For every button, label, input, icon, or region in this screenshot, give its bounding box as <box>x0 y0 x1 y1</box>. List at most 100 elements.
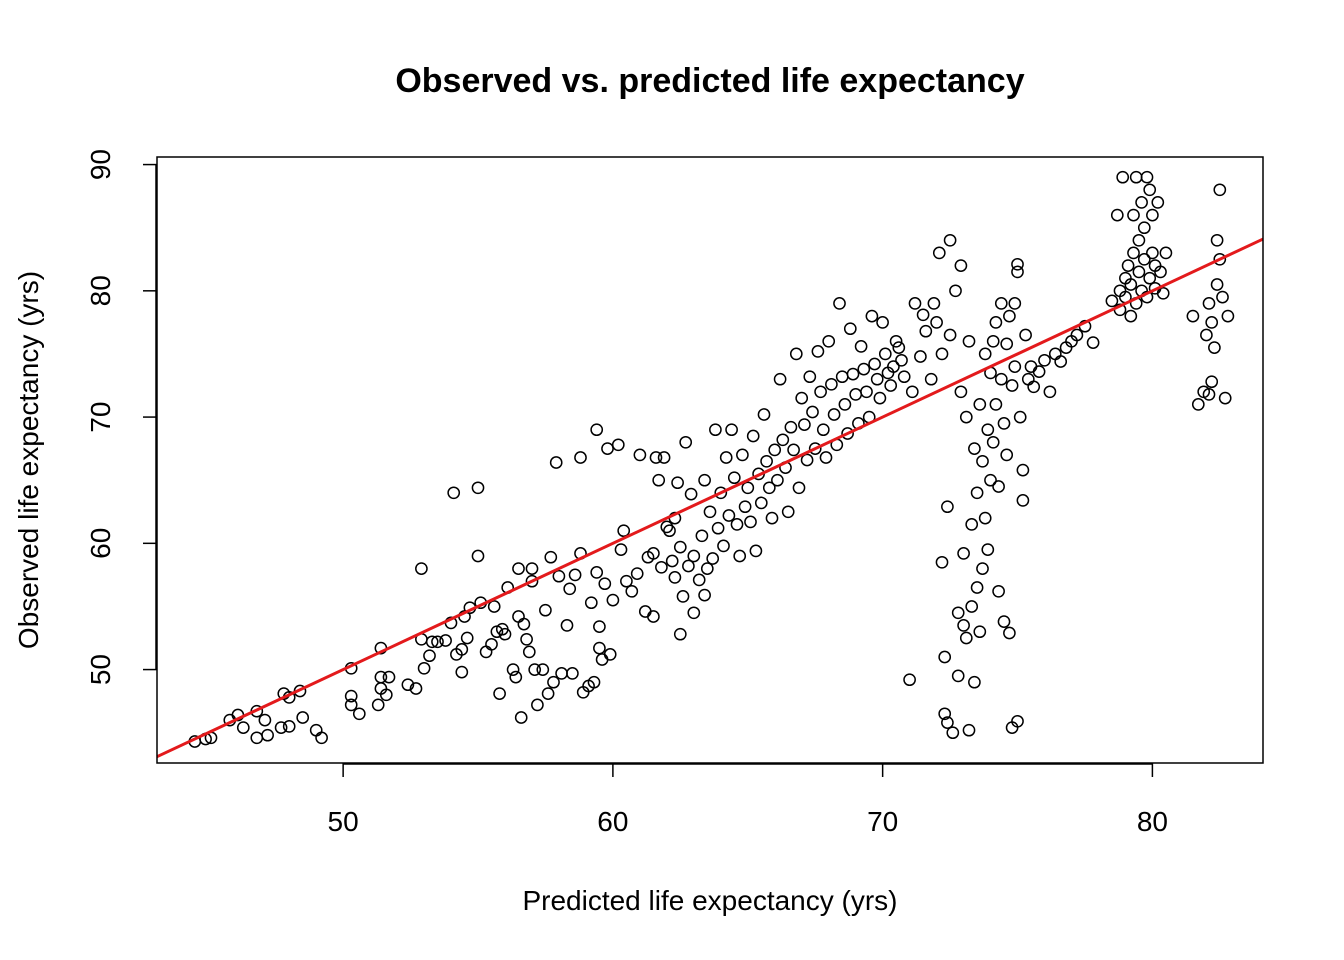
data-point <box>1000 448 1014 462</box>
data-point <box>1132 233 1146 247</box>
data-point <box>1070 328 1084 342</box>
data-point <box>439 634 452 647</box>
data-point <box>1110 208 1124 222</box>
data-point <box>1005 379 1019 392</box>
data-point <box>1121 259 1135 272</box>
data-point <box>528 663 542 676</box>
data-point <box>258 713 272 727</box>
data-point <box>876 316 889 329</box>
data-point <box>962 334 976 348</box>
data-point <box>941 716 954 729</box>
data-point <box>379 688 393 702</box>
data-point <box>687 606 701 620</box>
data-point <box>943 233 957 247</box>
data-point <box>344 698 358 712</box>
data-point <box>873 391 887 405</box>
data-point <box>382 670 396 684</box>
data-point <box>868 357 881 371</box>
data-point <box>919 324 933 338</box>
data-point <box>684 487 698 501</box>
data-point <box>719 451 733 464</box>
data-point <box>835 370 849 384</box>
data-point <box>773 372 787 386</box>
data-point <box>997 615 1011 628</box>
data-point <box>517 617 531 631</box>
data-point <box>455 665 469 679</box>
data-point <box>744 515 757 529</box>
data-point <box>587 675 601 689</box>
data-point <box>846 367 860 381</box>
data-point <box>1000 337 1014 351</box>
data-point <box>986 435 1000 449</box>
plot-frame <box>156 156 1264 764</box>
data-point <box>800 453 814 467</box>
data-point <box>687 549 701 563</box>
data-point <box>976 562 989 575</box>
data-point <box>679 435 693 449</box>
data-point <box>914 350 927 363</box>
data-point <box>549 456 563 469</box>
data-point <box>822 334 836 348</box>
data-point <box>647 610 660 623</box>
data-point <box>749 544 763 558</box>
data-point <box>978 511 992 525</box>
data-point <box>673 627 687 641</box>
data-point <box>560 619 574 632</box>
data-point <box>647 547 660 560</box>
data-point <box>1154 265 1167 279</box>
data-point <box>857 362 871 376</box>
data-point <box>803 370 817 384</box>
data-point <box>1143 271 1157 285</box>
data-point <box>1048 347 1062 361</box>
data-point <box>984 473 997 487</box>
data-point <box>849 388 863 401</box>
data-point <box>1135 196 1148 209</box>
data-point <box>652 473 666 487</box>
data-point <box>1210 278 1224 291</box>
data-point <box>617 524 631 538</box>
data-point <box>309 723 323 737</box>
data-point <box>1205 316 1219 329</box>
data-point <box>630 567 644 580</box>
data-point <box>1054 355 1068 368</box>
data-point <box>614 543 628 556</box>
data-point <box>776 433 790 447</box>
data-point <box>994 372 1008 386</box>
data-point <box>997 417 1011 430</box>
data-point <box>1003 309 1016 323</box>
data-point <box>601 442 614 455</box>
data-point <box>711 521 725 535</box>
data-point <box>590 423 604 437</box>
data-point <box>1191 398 1205 411</box>
chart-title: Observed vs. predicted life expectancy <box>395 62 1024 100</box>
data-point <box>633 448 647 462</box>
data-point <box>598 577 612 591</box>
data-point <box>471 549 485 563</box>
data-point <box>1024 360 1038 373</box>
y-tick-label: 60 <box>85 528 116 559</box>
data-point <box>506 663 520 676</box>
data-point <box>938 707 952 721</box>
data-point <box>593 620 606 633</box>
y-axis-label: Observed life expectancy (yrs) <box>13 271 44 649</box>
data-point <box>736 448 749 462</box>
data-point <box>954 385 968 399</box>
data-point <box>1016 494 1030 507</box>
data-point <box>555 667 568 680</box>
data-point <box>471 481 485 495</box>
data-point <box>946 726 960 740</box>
data-point <box>1143 183 1157 197</box>
data-point <box>1043 385 1057 399</box>
data-point <box>1105 294 1119 308</box>
data-point <box>916 308 930 322</box>
data-point <box>827 408 841 421</box>
data-point <box>841 427 854 440</box>
data-point <box>568 568 582 582</box>
data-point <box>905 385 919 399</box>
data-point <box>682 559 695 573</box>
data-point <box>660 520 674 534</box>
data-point <box>1210 233 1224 247</box>
data-point <box>1027 380 1041 394</box>
data-point <box>970 486 984 500</box>
data-point <box>282 720 296 733</box>
